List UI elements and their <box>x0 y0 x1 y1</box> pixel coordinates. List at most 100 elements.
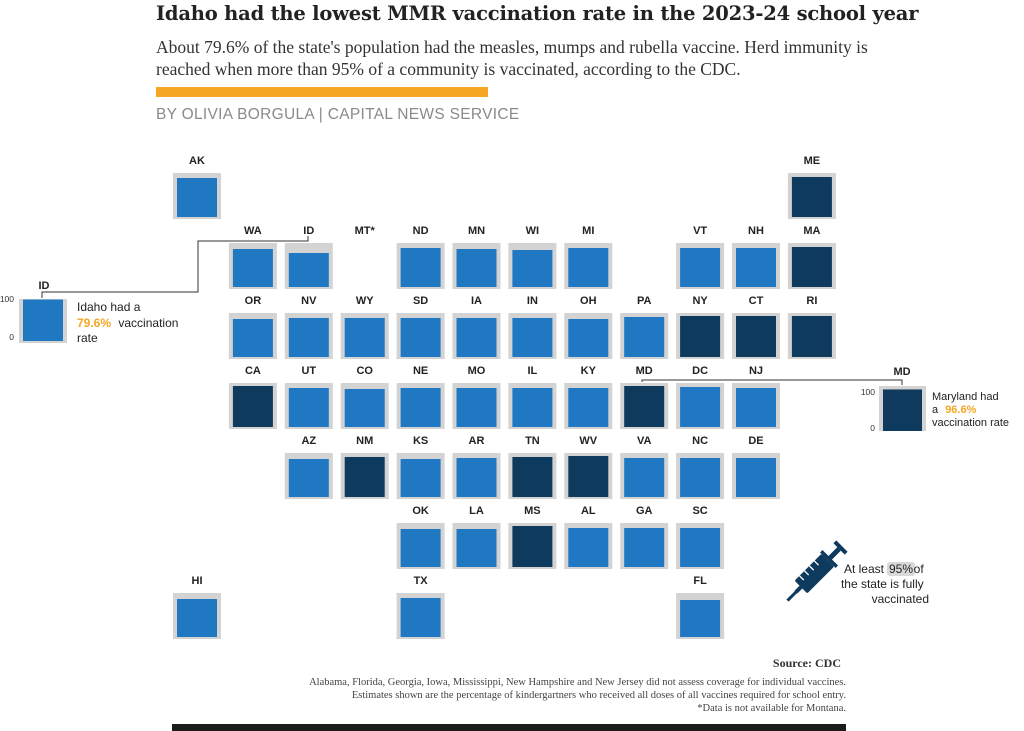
state-bar-mi <box>568 248 609 287</box>
state-label-ms: MS <box>524 505 541 517</box>
state-label-az: AZ <box>301 435 316 447</box>
byline: BY OLIVIA BORGULA | CAPITAL NEWS SERVICE <box>156 106 520 123</box>
state-label-in: IN <box>527 295 538 307</box>
state-bar-tn <box>512 457 553 497</box>
maryland-callout: MD 100 0 Maryland had a 96.6% vaccinatio… <box>641 366 1009 433</box>
maryland-text-a: a <box>932 404 939 416</box>
footnote-1: Alabama, Florida, Georgia, Iowa, Mississ… <box>309 677 846 688</box>
state-bar-al <box>568 528 609 567</box>
idaho-text-line1: Idaho had a <box>77 300 141 314</box>
state-bar-ky <box>568 388 609 427</box>
state-label-ak: AK <box>189 155 205 167</box>
idaho-axis-min: 0 <box>9 332 14 342</box>
maryland-text-line1: Maryland had <box>932 391 999 403</box>
state-bar-ak <box>177 178 217 217</box>
state-bar-nh <box>736 248 776 287</box>
state-label-la: LA <box>469 505 484 517</box>
state-label-ks: KS <box>413 435 428 447</box>
subtitle: About 79.6% of the state's population ha… <box>156 37 868 79</box>
maryland-callout-bar <box>883 389 922 431</box>
state-label-ca: CA <box>245 365 261 377</box>
maryland-axis-max: 100 <box>861 387 875 397</box>
state-label-id: ID <box>303 225 314 237</box>
state-bar-tx <box>400 598 441 637</box>
state-label-de: DE <box>748 435 763 447</box>
state-label-mo: MO <box>468 365 486 377</box>
idaho-callout-state-label: ID <box>39 280 50 292</box>
state-label-ri: RI <box>806 295 817 307</box>
state-bar-nv <box>288 318 329 357</box>
maryland-callout-connector <box>641 379 903 385</box>
state-bar-ny <box>680 316 721 357</box>
state-bar-sc <box>680 528 721 567</box>
state-bar-co <box>344 389 385 427</box>
legend-line2: the state is fully <box>841 577 924 591</box>
maryland-callout-text: Maryland had a 96.6% vaccination rate <box>932 391 1009 429</box>
state-bar-ga <box>624 528 665 567</box>
state-label-ok: OK <box>412 505 429 517</box>
idaho-callout: ID 100 0 Idaho had a 79.6% vaccination r… <box>0 236 309 345</box>
legend-value-highlight <box>887 562 915 576</box>
idaho-text-line2: vaccination <box>118 316 178 330</box>
idaho-axis-max: 100 <box>0 294 14 304</box>
state-label-pa: PA <box>637 295 652 307</box>
state-bar-md <box>624 386 665 427</box>
state-bar-ct <box>736 316 776 357</box>
state-bar-ma <box>791 247 832 287</box>
state-label-ky: KY <box>581 365 597 377</box>
state-label-tn: TN <box>525 435 540 447</box>
state-bar-ca <box>232 386 273 427</box>
state-label-mi: MI <box>582 225 594 237</box>
state-label-mn: MN <box>468 225 485 237</box>
state-bar-oh <box>568 319 609 357</box>
state-label-nj: NJ <box>749 365 763 377</box>
state-label-or: OR <box>245 295 262 307</box>
state-bar-ks <box>400 459 441 497</box>
page-title: Idaho had the lowest MMR vaccination rat… <box>156 2 919 25</box>
state-bar-de <box>736 458 776 497</box>
state-bar-nc <box>680 458 721 497</box>
state-label-vt: VT <box>693 225 707 237</box>
state-bar-hi <box>177 599 217 637</box>
state-bar-wi <box>512 250 553 287</box>
state-bar-mo <box>456 388 497 427</box>
state-label-sd: SD <box>413 295 428 307</box>
state-bar-ia <box>456 318 497 357</box>
state-label-nm: NM <box>356 435 373 447</box>
legend-line1-value: 95% <box>889 562 913 576</box>
state-bar-wy <box>344 318 385 357</box>
state-bar-fl <box>680 600 721 637</box>
state-bar-ar <box>456 458 497 497</box>
syringe-icon <box>786 540 848 602</box>
maryland-callout-state-label: MD <box>893 366 910 378</box>
idaho-callout-text: Idaho had a 79.6% vaccination rate <box>77 300 182 345</box>
state-bar-ok <box>400 529 441 567</box>
state-label-al: AL <box>581 505 596 517</box>
state-bar-or <box>232 319 273 357</box>
state-label-il: IL <box>528 365 538 377</box>
state-bar-me <box>791 177 832 217</box>
state-label-me: ME <box>804 155 821 167</box>
state-label-va: VA <box>637 435 652 447</box>
state-bar-mn <box>456 249 497 287</box>
state-label-nh: NH <box>748 225 764 237</box>
idaho-rate: 79.6% <box>77 316 111 330</box>
state-label-ny: NY <box>692 295 708 307</box>
state-label-mt: MT* <box>355 225 376 237</box>
state-bar-nm <box>344 457 385 497</box>
legend-line1-pre: At least <box>844 562 885 576</box>
state-bar-sd <box>400 318 441 357</box>
footnotes: Alabama, Florida, Georgia, Iowa, Mississ… <box>206 676 846 715</box>
state-label-hi: HI <box>192 575 203 587</box>
legend-text: of the state is fully vaccinated <box>841 562 929 606</box>
maryland-axis-min: 0 <box>870 423 875 433</box>
state-label-ar: AR <box>469 435 485 447</box>
bottom-rule <box>172 724 846 731</box>
state-bar-la <box>456 529 497 567</box>
legend-line3: vaccinated <box>872 592 929 606</box>
maryland-text-line3: vaccination rate <box>932 417 1009 429</box>
state-label-ma: MA <box>803 225 820 237</box>
state-label-co: CO <box>356 365 373 377</box>
state-bar-pa <box>624 317 665 357</box>
state-bar-dc <box>680 387 721 427</box>
